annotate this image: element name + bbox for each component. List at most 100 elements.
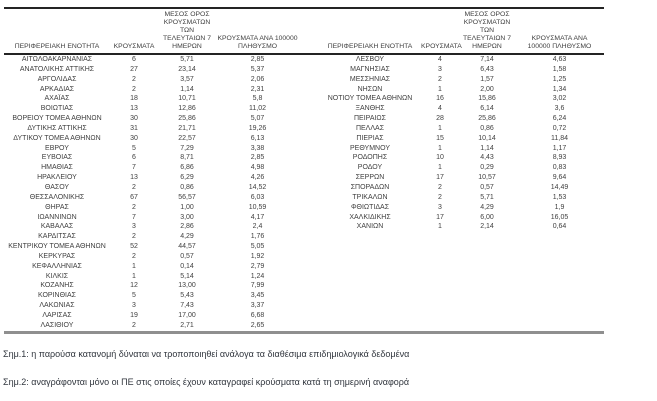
cases-cell: 2 (132, 85, 136, 93)
avg7-cell (459, 311, 515, 321)
avg7-cell: 4,29 (180, 233, 194, 241)
region-cell: ΛΑΚΩΝΙΑΣ (39, 302, 75, 310)
region-cell: ΛΑΣΙΘΙΟΥ (40, 321, 74, 329)
region-cell: ΡΟΔΟΠΗΣ (352, 154, 388, 162)
header-avg7-line: ΤΕΛΕΥΤΑΙΩΝ 7 (462, 35, 512, 42)
region-cell: ΒΟΡΕΙΟΥ ΤΟΜΕΑ ΑΘΗΝΩΝ (12, 115, 102, 123)
table-row: ΕΒΡΟΥ 5 7,29 3,38 ΡΕΘΥΜΝΟΥ 1 1,14 1,17 (4, 144, 604, 154)
region-cell: ΦΘΙΩΤΙΔΑΣ (350, 203, 390, 211)
gap-cell (299, 144, 319, 154)
table-row: ΚΕΡΚΥΡΑΣ 2 0,57 1,92 (4, 252, 604, 262)
gap-cell (299, 232, 319, 242)
cases-cell: 7 (132, 213, 136, 221)
table-row: ΑΧΑΪΑΣ 18 10,71 5,8 ΝΟΤΙΟΥ ΤΟΜΕΑ ΑΘΗΝΩΝ 16 15,… (4, 94, 604, 104)
gap-cell (299, 94, 319, 104)
cases-cell: 16 (436, 95, 444, 103)
avg7-cell: 10,71 (178, 95, 196, 103)
table-row: ΚΟΡΙΝΘΙΑΣ 5 5,43 3,45 (4, 291, 604, 301)
gap-cell (299, 262, 319, 272)
region-cell: ΚΑΡΔΙΤΣΑΣ (38, 233, 76, 241)
cases-cell: 4 (438, 56, 442, 63)
per100k-cell (515, 272, 604, 282)
per100k-cell: 1,17 (552, 144, 567, 152)
region-cell: ΔΥΤΙΚΟΥ ΤΟΜΕΑ ΑΘΗΝΩΝ (13, 134, 101, 142)
avg7-cell: 2,00 (480, 85, 494, 93)
gap-cell (299, 242, 319, 252)
cases-cell (421, 242, 459, 252)
header-avg7-right: ΜΕΣΟΣ ΟΡΟΣ ΚΡΟΥΣΜΑΤΩΝ ΤΩΝ ΤΕΛΕΥΤΑΙΩΝ 7 Η… (459, 8, 515, 54)
cases-cell: 1 (438, 124, 442, 132)
cases-cell: 17 (436, 174, 444, 182)
avg7-cell: 5,71 (180, 56, 194, 63)
cases-cell: 1 (438, 223, 442, 231)
region-cell: ΘΕΣΣΑΛΟΝΙΚΗΣ (29, 193, 85, 201)
region-cell: ΡΕΘΥΜΝΟΥ (349, 144, 390, 152)
cases-cell (421, 311, 459, 321)
region-cell: ΚΟΡΙΝΘΙΑΣ (38, 292, 76, 300)
cases-cell: 2 (132, 183, 136, 191)
gap-cell (299, 272, 319, 282)
avg7-cell: 10,14 (478, 134, 496, 142)
header-per100k-right: ΚΡΟΥΣΜΑΤΑ ΑΝΑ 100000 ΠΛΗΘΥΣΜΟ (515, 8, 604, 54)
per100k-cell: 5,8 (252, 95, 263, 103)
region-cell: ΣΕΡΡΩΝ (355, 174, 385, 182)
cases-cell (421, 272, 459, 282)
region-cell: ΤΡΙΚΑΛΩΝ (352, 193, 388, 201)
table-row: ΛΑΣΙΘΙΟΥ 2 2,71 2,65 (4, 321, 604, 332)
gap-cell (299, 85, 319, 95)
region-cell: ΑΧΑΪΑΣ (44, 95, 70, 103)
avg7-cell: 0,86 (480, 124, 494, 132)
avg7-cell (459, 301, 515, 311)
header-region-right: ΠΕΡΙΦΕΡΕΙΑΚΗ ΕΝΟΤΗΤΑ (327, 43, 413, 50)
cases-cell: 52 (130, 243, 138, 251)
per100k-cell: 1,58 (552, 65, 567, 73)
per100k-cell: 0,83 (552, 164, 567, 172)
region-cell: ΑΙΤΩΛΟΑΚΑΡΝΑΝΙΑΣ (21, 56, 93, 63)
avg7-cell: 4,29 (480, 203, 494, 211)
region-cell: ΝΟΤΙΟΥ ΤΟΜΕΑ ΑΘΗΝΩΝ (327, 95, 413, 103)
region-cell: ΡΟΔΟΥ (357, 164, 383, 172)
gap-cell (299, 203, 319, 213)
avg7-cell: 2,14 (480, 223, 494, 231)
region-cell: ΘΑΣΟΥ (44, 183, 70, 191)
region-cell: ΛΑΡΙΣΑΣ (42, 311, 72, 319)
header-avg7-line: ΚΡΟΥΣΜΑΤΩΝ ΤΩΝ (163, 19, 211, 34)
region-cell (319, 321, 421, 332)
region-cell: ΑΡΓΟΛΙΔΑΣ (37, 75, 77, 83)
gap-cell (299, 104, 319, 114)
cases-cell: 7 (132, 164, 136, 172)
region-cell: ΧΑΝΙΩΝ (356, 223, 384, 231)
table-row: ΕΥΒΟΙΑΣ 6 8,71 2,85 ΡΟΔΟΠΗΣ 10 4,43 8,93 (4, 153, 604, 163)
cases-cell (421, 281, 459, 291)
cases-cell: 1 (438, 144, 442, 152)
region-cell: ΑΝΑΤΟΛΙΚΗΣ ΑΤΤΙΚΗΣ (19, 65, 95, 73)
per100k-cell: 3,6 (554, 105, 565, 113)
avg7-cell: 3,57 (180, 75, 194, 83)
cases-cell: 28 (436, 115, 444, 123)
per100k-cell: 3,45 (250, 292, 265, 300)
per100k-cell (515, 311, 604, 321)
avg7-cell (459, 242, 515, 252)
per100k-cell (515, 242, 604, 252)
per100k-cell: 1,9 (554, 203, 565, 211)
region-cell: ΧΑΛΚΙΔΙΚΗΣ (349, 213, 391, 221)
region-cell: ΙΩΑΝΝΙΝΩΝ (37, 213, 77, 221)
gap-cell (299, 54, 319, 65)
avg7-cell (459, 321, 515, 332)
avg7-cell (459, 232, 515, 242)
per100k-cell: 0,64 (552, 223, 567, 231)
gap-cell (299, 134, 319, 144)
cases-cell: 2 (132, 233, 136, 241)
cases-cell: 13 (130, 174, 138, 182)
avg7-cell: 21,71 (178, 124, 196, 132)
per100k-cell: 9,64 (552, 174, 567, 182)
per100k-cell (515, 232, 604, 242)
cases-cell: 3 (438, 65, 442, 73)
per100k-cell: 6,13 (250, 134, 265, 142)
avg7-cell: 6,86 (180, 164, 194, 172)
region-cell: ΕΒΡΟΥ (45, 144, 69, 152)
header-avg7-line: ΗΜΕΡΩΝ (472, 43, 502, 50)
per100k-cell: 11,02 (249, 105, 266, 113)
cases-cell: 17 (436, 213, 444, 221)
